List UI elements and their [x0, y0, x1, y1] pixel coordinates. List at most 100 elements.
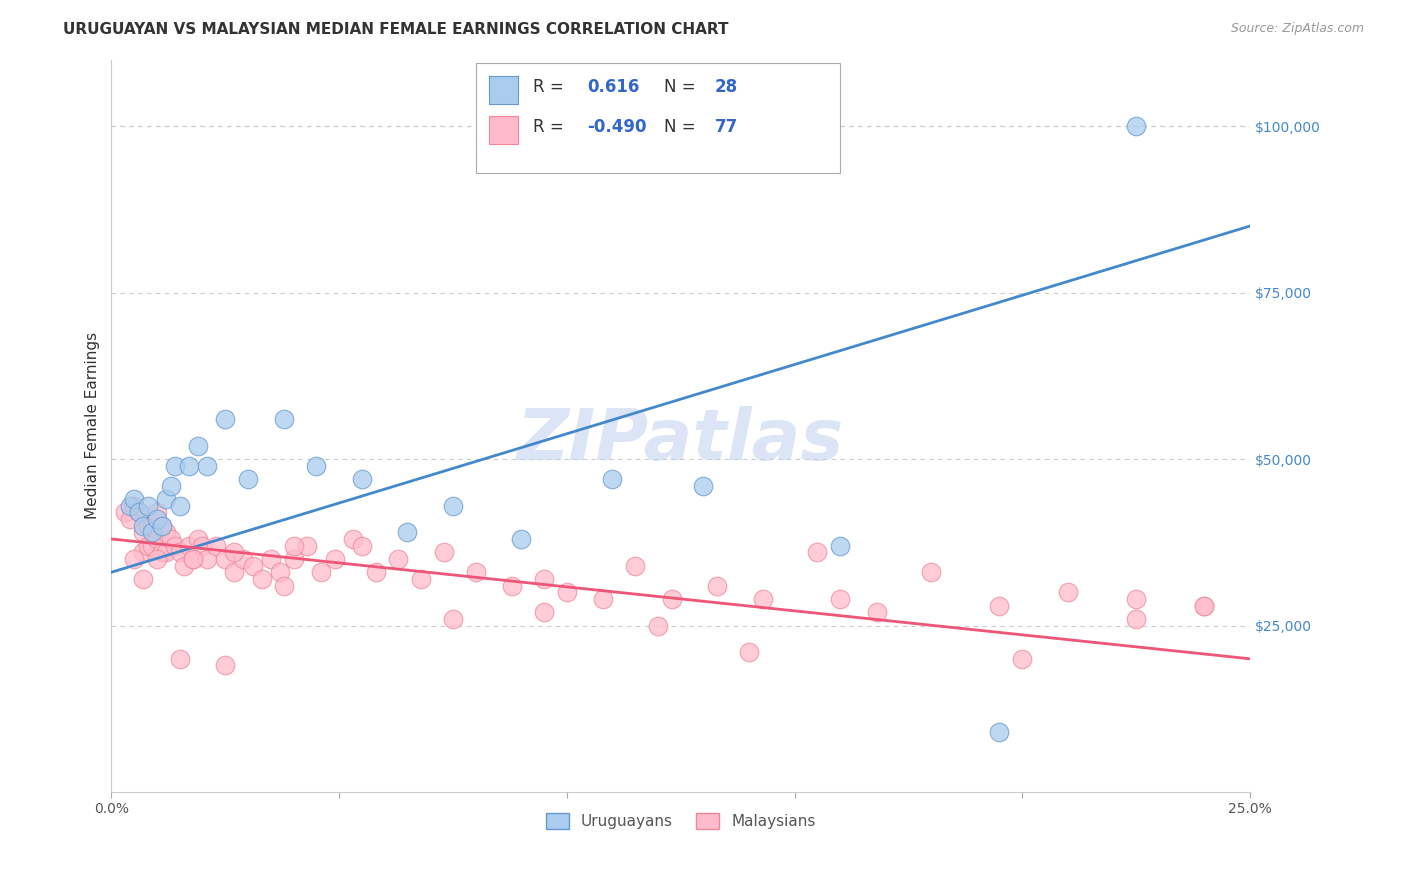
Point: [214, 412, 236, 426]
Point: [1056, 585, 1078, 599]
Point: [224, 545, 246, 559]
Point: [146, 505, 169, 519]
Point: [260, 552, 283, 566]
Point: [159, 532, 181, 546]
Point: [250, 572, 273, 586]
Point: [273, 412, 295, 426]
Point: [350, 539, 373, 553]
Point: [195, 552, 218, 566]
Point: [122, 552, 145, 566]
Point: [592, 591, 614, 606]
Point: [141, 518, 163, 533]
Point: [159, 479, 181, 493]
Point: [411, 572, 433, 586]
Point: [555, 585, 578, 599]
Point: [1011, 652, 1033, 666]
Point: [602, 472, 624, 486]
Text: R =: R =: [533, 118, 568, 136]
Point: [533, 572, 555, 586]
Point: [132, 545, 155, 559]
Point: [169, 652, 191, 666]
Point: [141, 525, 163, 540]
Text: ZIPatlas: ZIPatlas: [517, 406, 845, 475]
Point: [132, 572, 155, 586]
Text: URUGUAYAN VS MALAYSIAN MEDIAN FEMALE EARNINGS CORRELATION CHART: URUGUAYAN VS MALAYSIAN MEDIAN FEMALE EAR…: [63, 22, 728, 37]
Point: [441, 499, 464, 513]
Text: -0.490: -0.490: [588, 118, 647, 136]
Point: [342, 532, 364, 546]
Point: [441, 612, 464, 626]
Point: [155, 491, 177, 506]
Point: [232, 552, 254, 566]
Point: [865, 605, 887, 619]
Point: [165, 458, 187, 473]
Point: [510, 532, 533, 546]
Legend: Uruguayans, Malaysians: Uruguayans, Malaysians: [540, 807, 821, 836]
Point: [988, 599, 1011, 613]
Point: [988, 725, 1011, 739]
Point: [150, 518, 173, 533]
Point: [128, 505, 150, 519]
Point: [136, 499, 159, 513]
Point: [297, 539, 319, 553]
Point: [224, 566, 246, 580]
FancyBboxPatch shape: [489, 116, 517, 144]
Point: [305, 458, 328, 473]
Text: 0.616: 0.616: [588, 78, 640, 95]
Point: [146, 512, 169, 526]
Text: 77: 77: [714, 118, 738, 136]
Point: [214, 552, 236, 566]
Point: [122, 491, 145, 506]
Point: [387, 552, 409, 566]
Point: [191, 539, 214, 553]
Point: [187, 532, 209, 546]
Point: [920, 566, 942, 580]
Point: [624, 558, 647, 573]
Point: [114, 505, 136, 519]
Point: [828, 591, 851, 606]
Point: [118, 499, 141, 513]
Point: [433, 545, 456, 559]
Point: [132, 518, 155, 533]
Point: [195, 458, 218, 473]
Y-axis label: Median Female Earnings: Median Female Earnings: [86, 332, 100, 519]
Point: [396, 525, 419, 540]
Text: R =: R =: [533, 78, 568, 95]
Point: [661, 591, 683, 606]
Point: [169, 545, 191, 559]
Point: [350, 472, 373, 486]
Point: [533, 605, 555, 619]
Point: [738, 645, 761, 659]
Point: [692, 479, 714, 493]
Point: [283, 539, 305, 553]
Point: [132, 525, 155, 540]
Point: [118, 512, 141, 526]
FancyBboxPatch shape: [489, 76, 517, 103]
Point: [155, 545, 177, 559]
Text: N =: N =: [664, 118, 700, 136]
Text: N =: N =: [664, 78, 700, 95]
Point: [183, 552, 205, 566]
Point: [128, 505, 150, 519]
Point: [269, 566, 291, 580]
Point: [177, 458, 200, 473]
Point: [136, 539, 159, 553]
Text: Source: ZipAtlas.com: Source: ZipAtlas.com: [1230, 22, 1364, 36]
Point: [1125, 591, 1147, 606]
Point: [464, 566, 486, 580]
Point: [169, 499, 191, 513]
Point: [146, 532, 169, 546]
Point: [141, 539, 163, 553]
Point: [177, 539, 200, 553]
Point: [150, 518, 173, 533]
Point: [122, 499, 145, 513]
Point: [1125, 119, 1147, 133]
Point: [364, 566, 387, 580]
Point: [323, 552, 346, 566]
Point: [1194, 599, 1216, 613]
Point: [165, 539, 187, 553]
Point: [1125, 612, 1147, 626]
FancyBboxPatch shape: [475, 63, 839, 173]
Text: 28: 28: [714, 78, 738, 95]
Point: [309, 566, 332, 580]
